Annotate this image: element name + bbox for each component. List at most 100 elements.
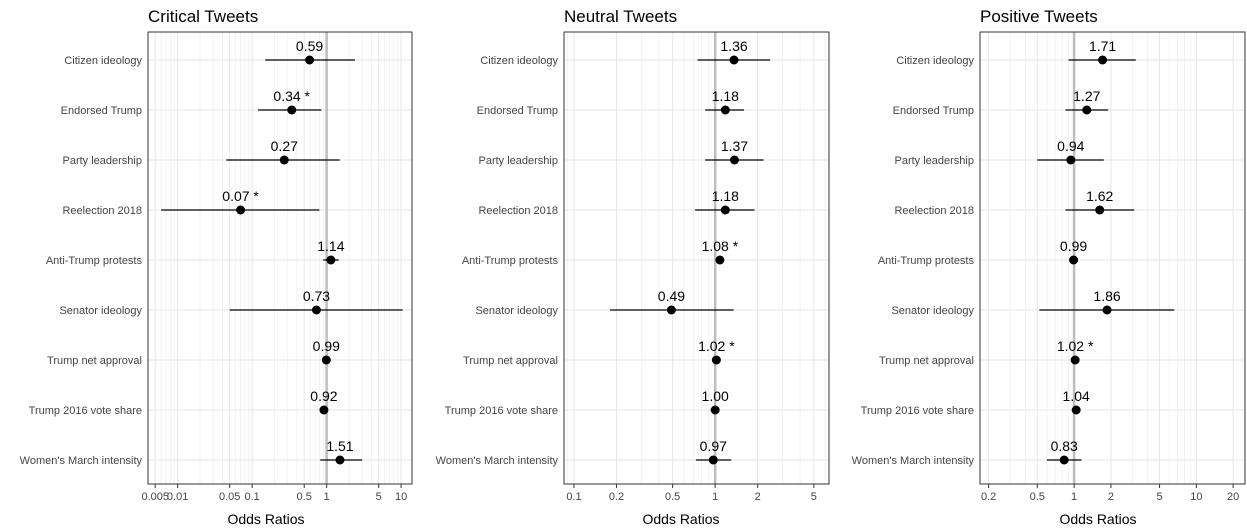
estimate-point — [1082, 105, 1092, 115]
x-axis-label-neutral: Odds Ratios — [642, 511, 719, 527]
estimate-label: 0.99 — [313, 338, 340, 354]
category-label: Women's March intensity — [436, 455, 559, 467]
estimate-point — [1095, 205, 1105, 215]
estimate-point — [711, 355, 721, 365]
category-label: Reelection 2018 — [894, 205, 974, 217]
x-axis-label-positive: Odds Ratios — [1059, 511, 1136, 527]
estimate-point — [335, 455, 345, 465]
estimate-label: 1.04 — [1063, 388, 1090, 404]
grid-neutral — [563, 31, 830, 485]
category-label: Women's March intensity — [852, 455, 975, 467]
marks-positive: 1.71 1.27 0.94 1.62 0.99 1.86 1.02 * 1.04 0.83 — [1037, 38, 1175, 465]
estimate-label: 0.34 * — [273, 88, 310, 104]
estimate-label: 0.49 — [658, 288, 685, 304]
x-tick-label: 1 — [712, 491, 718, 503]
estimate-label: 1.51 — [326, 438, 353, 454]
estimate-point — [1059, 455, 1069, 465]
estimate-point — [311, 305, 321, 315]
estimate-point — [287, 105, 297, 115]
estimate-label: 0.73 — [303, 288, 330, 304]
estimate-point — [1070, 355, 1080, 365]
estimate-label: 1.00 — [702, 388, 729, 404]
estimate-point — [279, 155, 289, 165]
category-label: Reelection 2018 — [62, 205, 142, 217]
category-label: Reelection 2018 — [478, 205, 558, 217]
x-tick-label: 0.5 — [665, 491, 680, 503]
x-tick-label: 10 — [395, 491, 407, 503]
estimate-point — [305, 55, 315, 65]
category-label: Trump 2016 vote share — [445, 405, 558, 417]
category-label: Trump 2016 vote share — [861, 405, 974, 417]
estimate-label: 1.02 * — [1057, 338, 1094, 354]
estimate-label: 1.37 — [721, 138, 748, 154]
category-label: Trump net approval — [47, 355, 142, 367]
estimate-label: 1.36 — [720, 38, 747, 54]
x-tick-label: 1 — [324, 491, 330, 503]
category-label: Anti-Trump protests — [462, 255, 559, 267]
category-label: Women's March intensity — [20, 455, 143, 467]
x-tick-label: 0.5 — [297, 491, 312, 503]
x-tick-label: 1 — [1071, 491, 1077, 503]
estimate-point — [710, 405, 720, 415]
panel-title-positive: Positive Tweets — [980, 7, 1098, 26]
x-axis-label-critical: Odds Ratios — [227, 511, 304, 527]
estimate-label: 1.02 * — [698, 338, 735, 354]
category-label: Trump net approval — [879, 355, 974, 367]
x-tick-label: 5 — [811, 491, 817, 503]
estimate-label: 1.18 — [712, 188, 739, 204]
estimate-label: 0.27 — [271, 138, 298, 154]
x-tick-label: 10 — [1190, 491, 1202, 503]
panel-positive: Positive Tweets Citizen ideology Endorsed… — [852, 7, 1246, 527]
estimate-label: 0.83 — [1051, 438, 1078, 454]
estimate-label: 0.92 — [310, 388, 337, 404]
estimate-point — [1071, 405, 1081, 415]
x-tick-label: 5 — [376, 491, 382, 503]
x-tick-label: 0.1 — [566, 491, 581, 503]
estimate-point — [1069, 255, 1079, 265]
estimate-label: 0.59 — [296, 38, 323, 54]
estimate-point — [236, 205, 246, 215]
x-tick-label: 0.2 — [981, 491, 996, 503]
estimate-label: 1.14 — [317, 238, 344, 254]
panel-neutral: Neutral Tweets Citizen ideology Endorsed … — [436, 7, 830, 527]
x-tick-label: 0.5 — [1030, 491, 1045, 503]
panel-border — [563, 31, 830, 485]
category-label: Senator ideology — [475, 305, 558, 317]
category-label: Party leadership — [895, 155, 975, 167]
estimate-point — [720, 105, 730, 115]
x-tick-label: 0.01 — [167, 491, 188, 503]
x-ticks-neutral: 0.1 0.2 0.5 1 2 5 — [566, 484, 817, 503]
category-label: Senator ideology — [59, 305, 142, 317]
estimate-point — [319, 405, 329, 415]
estimate-point — [1102, 305, 1112, 315]
estimate-point — [729, 55, 739, 65]
estimate-point — [326, 255, 336, 265]
marks-critical: 0.59 0.34 * 0.27 0.07 * 1.14 0.73 0.99 0.92 1.51 — [161, 38, 403, 465]
x-tick-label: 2 — [755, 491, 761, 503]
estimate-label: 1.71 — [1089, 38, 1116, 54]
category-label: Anti-Trump protests — [46, 255, 143, 267]
x-tick-label: 0.2 — [609, 491, 624, 503]
category-label: Citizen ideology — [480, 55, 558, 67]
category-labels-positive: Citizen ideology Endorsed Trump Party lead… — [852, 55, 975, 467]
estimate-point — [1066, 155, 1076, 165]
category-label: Anti-Trump protests — [878, 255, 975, 267]
x-tick-label: 5 — [1156, 491, 1162, 503]
estimate-point — [720, 205, 730, 215]
category-labels-critical: Citizen ideology Endorsed Trump Party lead… — [20, 55, 143, 467]
estimate-point — [1098, 55, 1108, 65]
panel-title-critical: Critical Tweets — [148, 7, 258, 26]
category-label: Citizen ideology — [896, 55, 974, 67]
category-label: Party leadership — [479, 155, 559, 167]
panel-title-neutral: Neutral Tweets — [564, 7, 677, 26]
estimate-label: 1.27 — [1073, 88, 1100, 104]
category-label: Endorsed Trump — [477, 105, 558, 117]
estimate-point — [708, 455, 718, 465]
panel-critical: Critical Tweets Citizen ideology Endorsed… — [20, 7, 413, 527]
grid-critical — [147, 31, 413, 485]
estimate-label: 1.86 — [1093, 288, 1120, 304]
estimate-label: 0.94 — [1057, 138, 1084, 154]
panel-border — [979, 31, 1246, 485]
category-label: Endorsed Trump — [893, 105, 974, 117]
